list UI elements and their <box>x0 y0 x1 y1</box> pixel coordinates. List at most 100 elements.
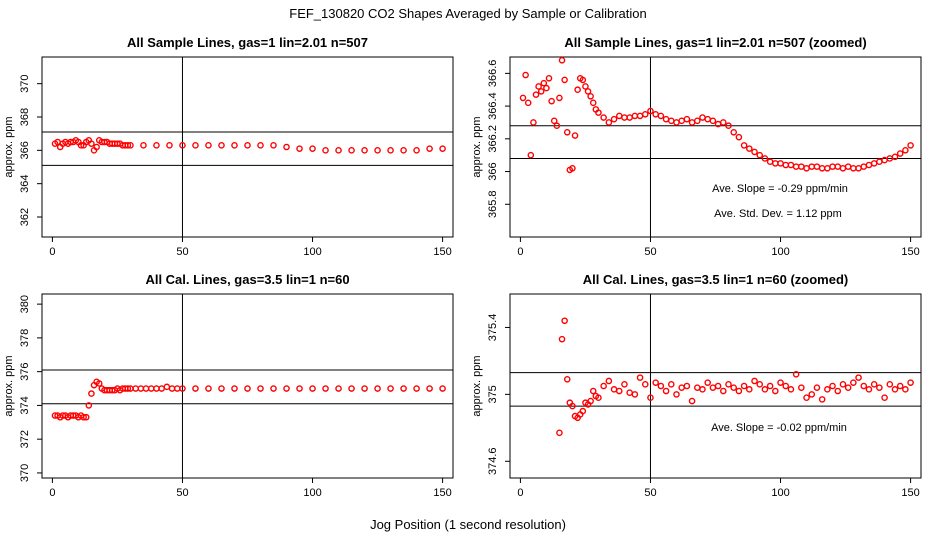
data-point <box>147 385 155 392</box>
annotation-text: Ave. Slope = -0.29 ppm/min <box>712 183 848 195</box>
data-point <box>746 386 753 393</box>
data-point <box>839 381 847 388</box>
data-point <box>179 142 186 149</box>
panel-title: All Sample Lines, gas=1 lin=2.01 n=507 <box>127 35 368 50</box>
data-point <box>610 386 618 393</box>
data-point <box>881 394 888 402</box>
data-point <box>124 142 132 149</box>
data-point <box>296 385 303 392</box>
data-point <box>740 382 748 390</box>
data-point <box>720 387 727 395</box>
data-point <box>257 385 264 392</box>
data-point <box>413 147 420 154</box>
x-tick-label: 150 <box>433 246 451 258</box>
data-point <box>647 394 654 402</box>
data-point <box>850 379 857 386</box>
data-point <box>787 161 795 169</box>
data-point <box>400 147 407 154</box>
x-tick-label: 100 <box>771 487 789 499</box>
data-point <box>439 145 446 152</box>
data-point <box>95 380 103 387</box>
data-point <box>205 385 212 392</box>
data-point <box>142 385 150 392</box>
y-tick-label: 365.8 <box>487 191 499 219</box>
data-point <box>891 386 899 393</box>
data-point <box>808 163 816 170</box>
panel-title: All Sample Lines, gas=1 lin=2.01 n=507 (… <box>564 35 866 50</box>
data-point <box>766 158 774 166</box>
data-point <box>439 385 446 392</box>
data-point <box>82 413 90 421</box>
data-point <box>335 147 342 154</box>
data-point <box>589 99 597 107</box>
x-tick-label: 150 <box>901 487 919 499</box>
data-point <box>803 164 810 172</box>
data-point <box>322 385 329 392</box>
data-point <box>579 407 587 415</box>
data-point <box>657 382 665 390</box>
data-point <box>652 379 659 386</box>
data-point <box>153 385 160 392</box>
data-point <box>813 384 821 391</box>
data-point <box>735 133 743 141</box>
panel-cal-lines-zoomed: All Cal. Lines, gas=3.5 lin=1 n=60 (zoom… <box>471 272 922 499</box>
data-point <box>615 112 623 120</box>
data-point <box>584 88 592 95</box>
data-point <box>876 384 883 391</box>
y-tick-label: 375.4 <box>487 314 499 342</box>
data-point <box>348 147 355 154</box>
data-point <box>699 386 706 393</box>
data-point <box>561 317 568 325</box>
y-tick-label: 366 <box>487 162 499 180</box>
data-point <box>735 387 743 395</box>
data-point <box>808 391 816 398</box>
data-point <box>595 394 602 402</box>
data-point <box>218 142 225 149</box>
data-point <box>860 163 868 170</box>
data-point <box>792 370 800 378</box>
y-axis-label: approx. ppm <box>471 116 483 177</box>
data-point <box>631 112 639 120</box>
y-tick-label: 378 <box>19 329 31 347</box>
data-point <box>621 381 628 388</box>
data-point <box>829 382 836 390</box>
data-point <box>704 115 711 123</box>
x-tick-label: 100 <box>303 487 321 499</box>
data-point <box>361 147 368 154</box>
data-point <box>870 381 878 388</box>
x-tick-label: 50 <box>644 487 656 499</box>
data-point <box>798 384 805 391</box>
data-point <box>563 128 571 136</box>
data-point <box>600 114 607 121</box>
data-point <box>524 99 532 107</box>
data-point <box>605 377 613 385</box>
data-point <box>231 385 238 392</box>
data-point <box>579 76 587 84</box>
data-point <box>688 119 696 126</box>
data-point <box>902 386 909 393</box>
data-point <box>413 385 420 392</box>
data-point <box>127 142 134 149</box>
data-point <box>571 132 579 139</box>
data-point <box>610 115 618 123</box>
data-point <box>163 383 171 391</box>
data-point <box>855 164 862 172</box>
data-point <box>561 76 568 84</box>
data-point <box>693 117 701 125</box>
data-point <box>761 386 769 393</box>
data-point <box>192 385 199 392</box>
data-point <box>714 382 722 390</box>
data-point <box>746 145 753 152</box>
data-point <box>730 384 738 391</box>
data-point <box>730 128 738 136</box>
data-point <box>667 381 675 388</box>
figure-xlabel: Jog Position (1 second resolution) <box>370 517 566 532</box>
y-tick-label: 366.2 <box>487 125 499 153</box>
data-point <box>756 381 764 388</box>
data-point <box>205 142 212 149</box>
data-point <box>124 385 132 392</box>
data-point <box>348 385 355 392</box>
data-point <box>569 164 576 172</box>
y-axis-label: approx. ppm <box>3 116 15 177</box>
data-point <box>535 83 542 90</box>
